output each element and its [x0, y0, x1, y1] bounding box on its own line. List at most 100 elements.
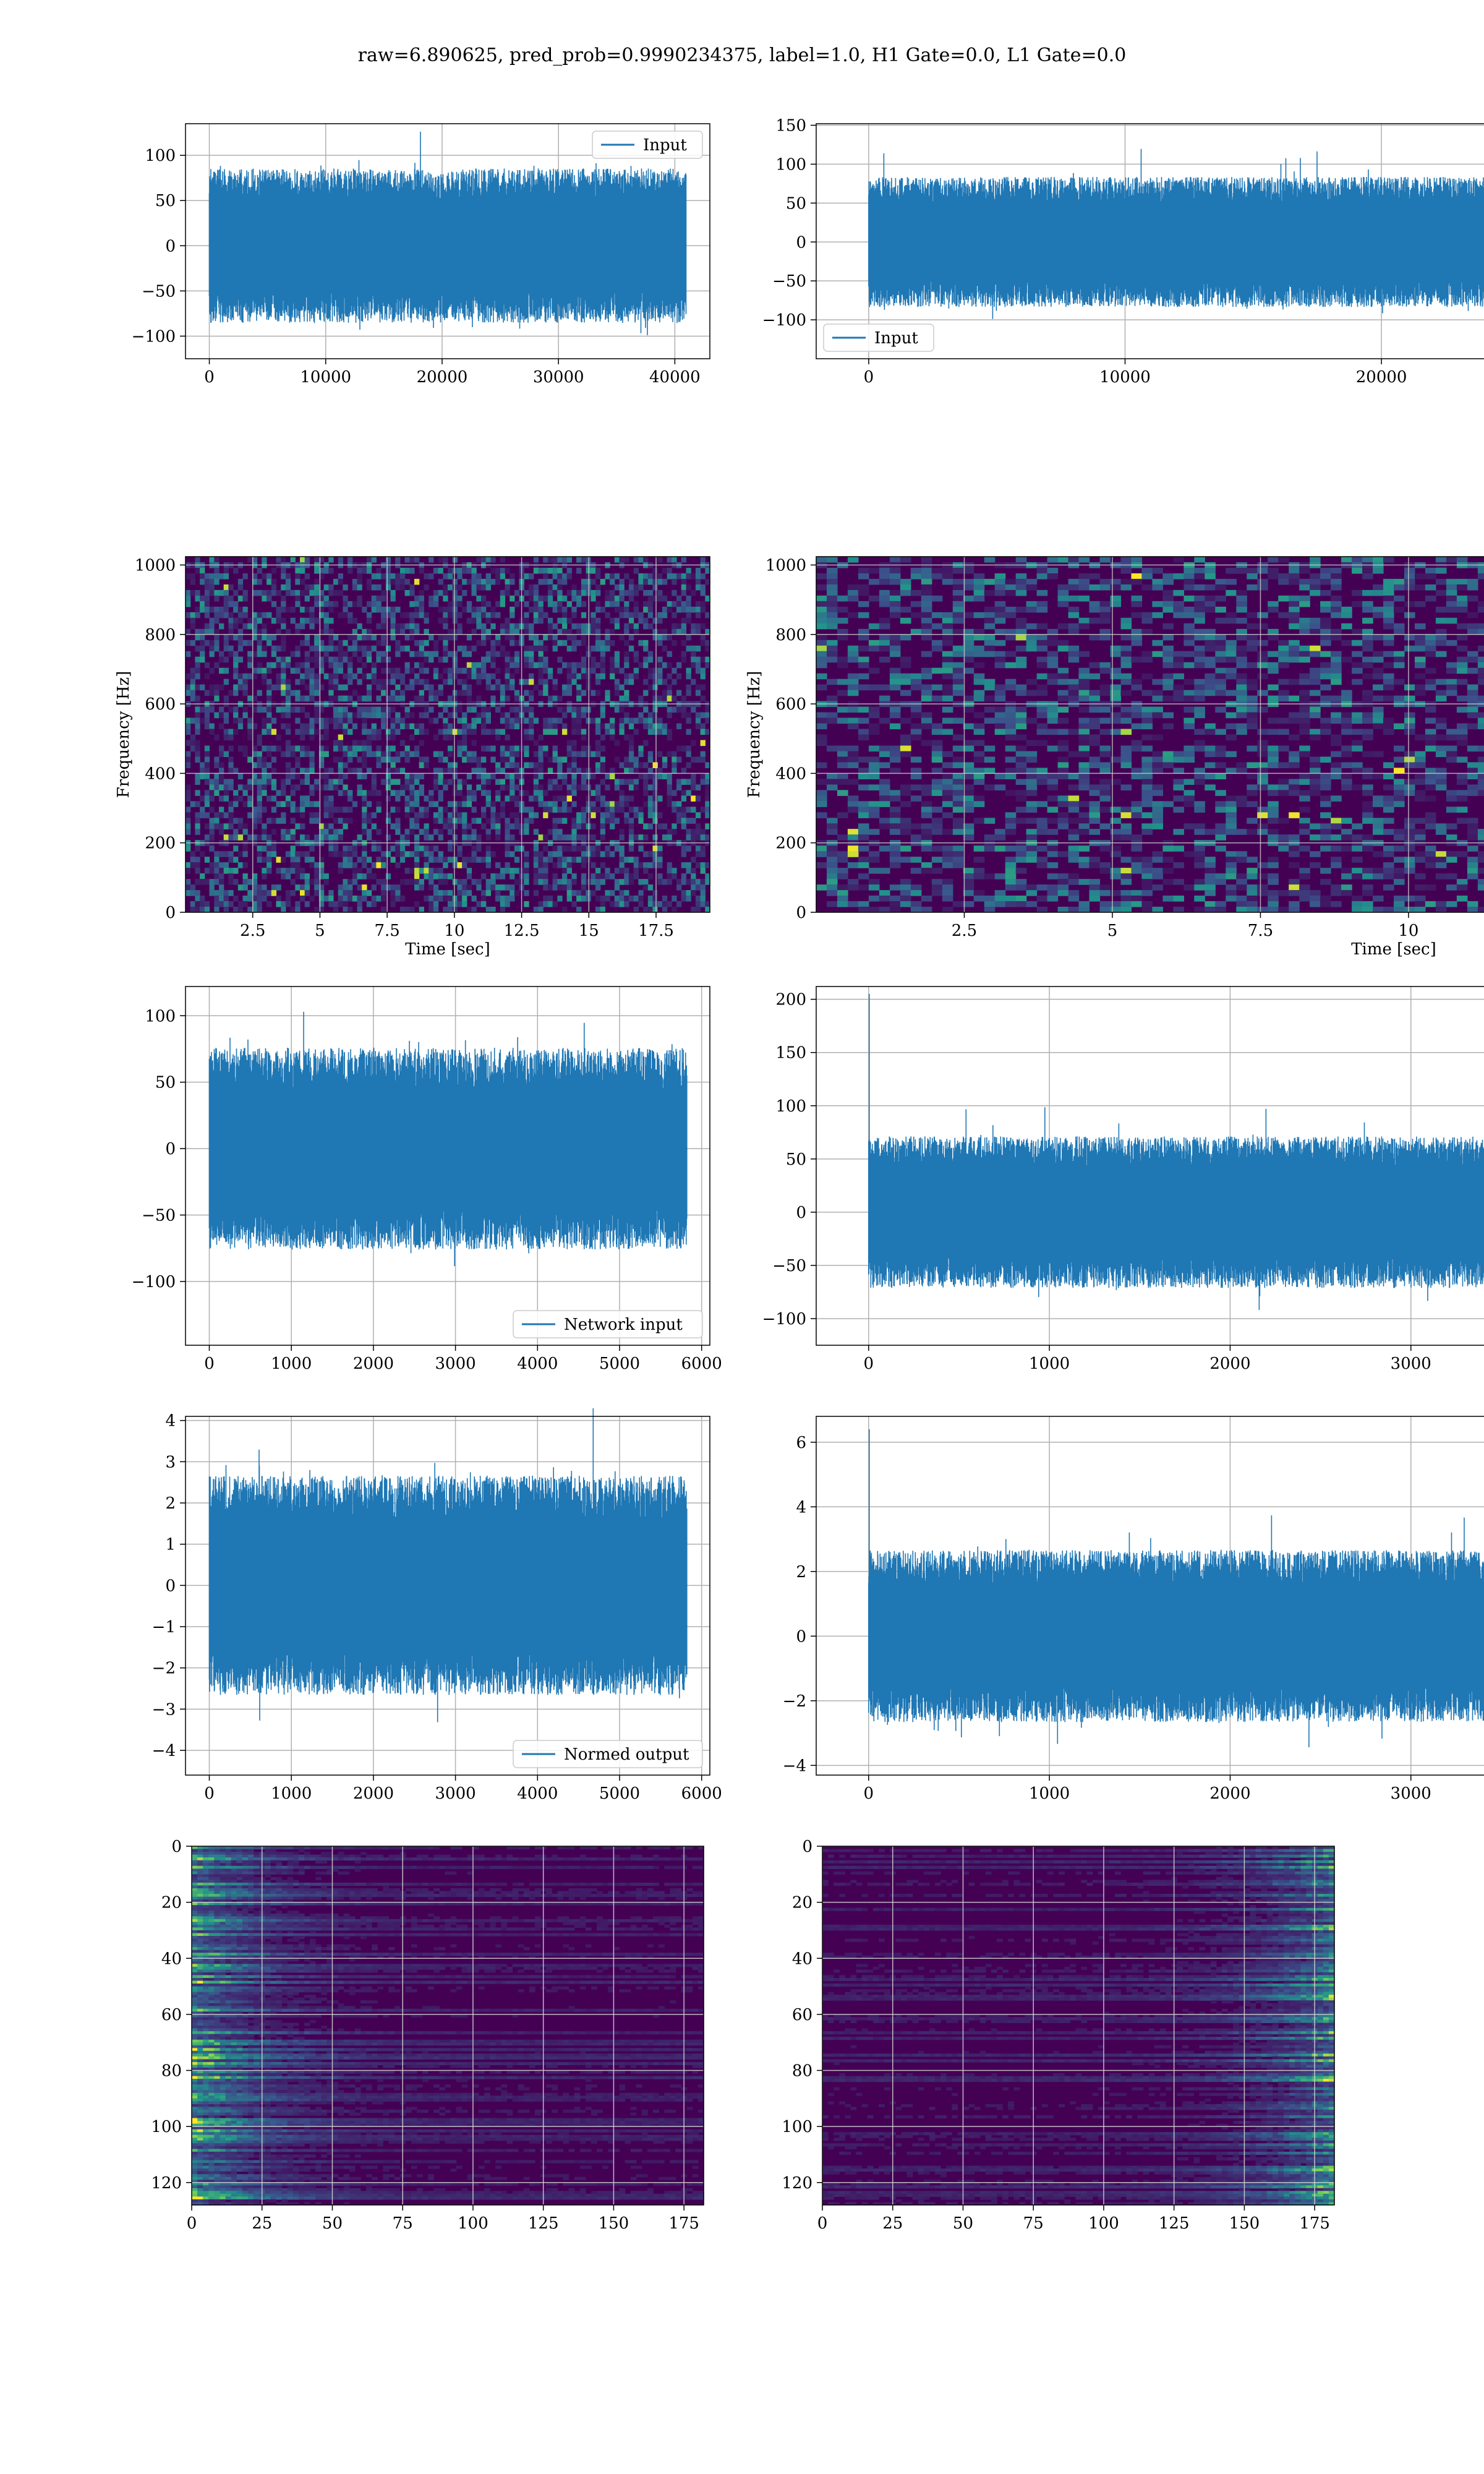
y-tick-label: −2	[152, 1659, 176, 1678]
x-tick-label: 0	[204, 368, 215, 387]
spectrogram-cells	[816, 557, 1484, 913]
legend: Network input	[513, 1310, 703, 1338]
y-tick-label: 1000	[765, 556, 806, 575]
y-tick-label: −50	[772, 1257, 806, 1275]
y-tick-label: 100	[151, 2118, 182, 2136]
x-tick-label: 125	[1159, 2214, 1190, 2233]
x-tick-label: 1000	[271, 1784, 312, 1803]
panel-l1-feature-map: 0 25 50 75 100 125 150 175 0 20 40 60 80 100 120	[782, 1838, 1335, 2233]
series-line	[868, 1429, 1484, 1747]
axes-frame	[185, 123, 710, 359]
y-tick-label: −50	[142, 1206, 176, 1225]
legend: Normed output	[513, 1740, 703, 1768]
panel-h1-spectrogram: 2.5 5 7.5 10 12.5 15 17.5 0 200 400 600 800 1000 Time…	[114, 556, 710, 959]
x-tick-label: 2.5	[952, 922, 977, 940]
x-tick-label: 0	[817, 2214, 828, 2233]
y-tick-label: 120	[151, 2174, 182, 2193]
x-tick-label: 4000	[517, 1784, 558, 1803]
x-tick-label: 20000	[1356, 368, 1407, 387]
y-tick-label: 200	[145, 834, 176, 853]
legend-box	[823, 323, 934, 352]
y-tick-label: 2	[165, 1494, 176, 1513]
x-tick-label: 0	[204, 1784, 215, 1803]
heatmap-cells	[822, 1846, 1335, 2206]
y-tick-label: −3	[152, 1700, 176, 1719]
legend: Input	[823, 323, 934, 352]
x-tick-label: 50	[953, 2214, 973, 2233]
x-tick-label: 125	[528, 2214, 559, 2233]
axes-frame	[816, 123, 1484, 359]
x-tick-label: 40000	[649, 368, 701, 387]
y-tick-label: 0	[165, 237, 176, 255]
y-tick-label: 0	[796, 1204, 806, 1222]
y-tick-label: 0	[796, 233, 806, 252]
y-tick-label: 50	[786, 194, 806, 213]
y-tick-label: 100	[782, 2118, 812, 2136]
series-line	[868, 994, 1484, 1310]
y-tick-label: 150	[775, 1044, 806, 1063]
panel-h1-feature-map: 0 25 50 75 100 125 150 175 0 20 40 60 80 100 120	[151, 1838, 704, 2233]
x-tick-label: 100	[458, 2214, 488, 2233]
legend-label: Input	[643, 136, 687, 155]
x-tick-label: 7.5	[374, 922, 399, 940]
y-tick-label: 0	[802, 1838, 812, 1856]
x-tick-label: 5000	[599, 1355, 640, 1373]
y-tick-label: 50	[155, 1074, 176, 1092]
y-tick-label: 20	[161, 1894, 182, 1912]
figure-title: raw=6.890625, pred_prob=0.9990234375, la…	[357, 45, 1127, 66]
y-tick-label: 0	[165, 1577, 176, 1595]
y-tick-label: 80	[161, 2062, 182, 2081]
legend-label: Normed output	[564, 1745, 689, 1764]
x-tick-label: 17.5	[638, 922, 674, 940]
y-tick-label: 0	[165, 904, 176, 922]
x-tick-label: 75	[1023, 2214, 1044, 2233]
panel-l1-spectrogram: 2.557.51012.51517.502004006008001000Time…	[745, 556, 1484, 959]
x-tick-label: 6000	[681, 1355, 722, 1373]
axes-frame	[185, 1416, 710, 1776]
panel-h1-normed-output: 0 1000 2000 3000 4000 5000 6000 −4 −3 −2 −1 0 1 2 3 4 No…	[152, 1408, 722, 1803]
x-tick-label: 12.5	[504, 922, 540, 940]
panel-l1-network-input: 0100020003000400050006000−100−5005010015…	[762, 986, 1484, 1373]
panel-h1-network-input: 0 1000 2000 3000 4000 5000 6000 −100 −50 0 50 100 Ne…	[132, 986, 722, 1373]
x-tick-label: 2000	[353, 1355, 394, 1373]
x-tick-label: 10	[444, 922, 464, 940]
y-tick-label: −100	[132, 327, 176, 346]
x-tick-label: 5	[1107, 922, 1118, 940]
y-tick-label: −50	[142, 282, 176, 301]
x-tick-label: 2.5	[240, 922, 265, 940]
x-tick-label: 3000	[1391, 1784, 1431, 1803]
y-tick-label: 0	[165, 1140, 176, 1158]
panel-l1-normed-output: 0100020003000400050006000−4−20246Normed …	[783, 1416, 1484, 1803]
x-tick-label: 150	[599, 2214, 629, 2233]
legend-label: Input	[874, 329, 918, 348]
x-tick-label: 1000	[271, 1355, 312, 1373]
x-tick-label: 25	[882, 2214, 903, 2233]
x-tick-label: 6000	[681, 1784, 722, 1803]
x-tick-label: 30000	[533, 368, 584, 387]
x-tick-label: 5000	[599, 1784, 640, 1803]
y-tick-label: 0	[171, 1838, 182, 1856]
x-tick-label: 5	[315, 922, 325, 940]
legend: Input	[592, 131, 703, 159]
axes-frame	[185, 556, 710, 913]
axes-frame	[822, 1846, 1335, 2206]
y-tick-label: −50	[772, 272, 806, 291]
y-tick-label: 20	[792, 1894, 812, 1912]
x-tick-label: 15	[579, 922, 599, 940]
legend-box	[513, 1310, 703, 1338]
axes-frame	[816, 556, 1484, 913]
x-tick-label: 20000	[417, 368, 468, 387]
x-tick-label: 75	[393, 2214, 413, 2233]
x-tick-label: 0	[204, 1355, 215, 1373]
y-tick-label: 40	[792, 1950, 812, 1968]
y-tick-label: 600	[145, 695, 176, 714]
x-tick-label: 10	[1398, 922, 1418, 940]
y-tick-label: 4	[165, 1412, 176, 1431]
y-tick-label: 4	[796, 1498, 806, 1517]
y-tick-label: 80	[792, 2062, 812, 2081]
legend-label: Network input	[564, 1316, 683, 1334]
y-tick-label: 6	[796, 1434, 806, 1452]
axes-frame	[816, 986, 1484, 1346]
y-tick-label: −100	[762, 311, 806, 330]
